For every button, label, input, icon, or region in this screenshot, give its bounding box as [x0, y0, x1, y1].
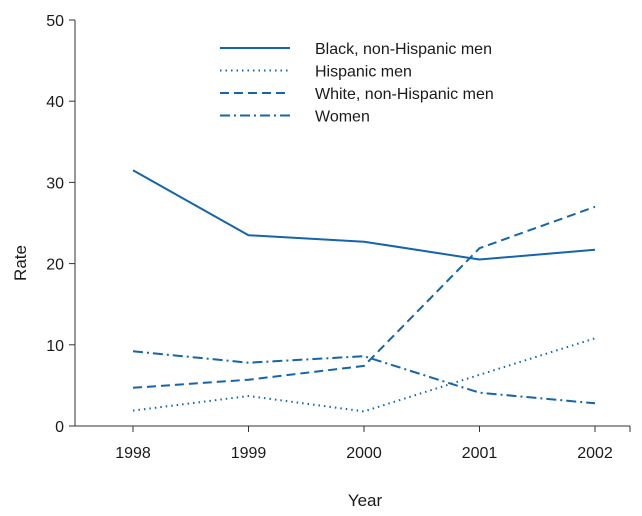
x-axis-label: Year: [348, 491, 383, 510]
series-line-2: [132, 337, 596, 413]
y-axis-label: Rate: [11, 245, 30, 281]
y-tick-label: 50: [46, 13, 64, 30]
series-line-1: [132, 169, 596, 261]
legend-label: Hispanic men: [315, 64, 412, 81]
axes: 0 10 20 30 40 50 1998 1999 2000 2001 2002: [46, 13, 631, 462]
x-tick-label: 2000: [346, 445, 382, 462]
x-tick-label: 2001: [462, 445, 498, 462]
y-tick-label: 20: [46, 257, 64, 274]
legend-label: Women: [315, 109, 370, 126]
series-line-4: [132, 350, 596, 405]
legend: Black, non-Hispanic men Hispanic men White…: [220, 41, 494, 126]
legend-label: White, non-Hispanic men: [315, 86, 494, 103]
x-tick-label: 1998: [115, 445, 151, 462]
x-tick-label: 2002: [577, 445, 613, 462]
series-lines: [132, 169, 596, 413]
y-tick-label: 30: [46, 175, 64, 192]
x-tick-label: 1999: [231, 445, 267, 462]
y-tick-label: 0: [55, 419, 64, 436]
y-tick-label: 40: [46, 94, 64, 111]
legend-label: Black, non-Hispanic men: [315, 41, 492, 58]
y-tick-label: 10: [46, 338, 64, 355]
series-line-3: [132, 205, 596, 389]
